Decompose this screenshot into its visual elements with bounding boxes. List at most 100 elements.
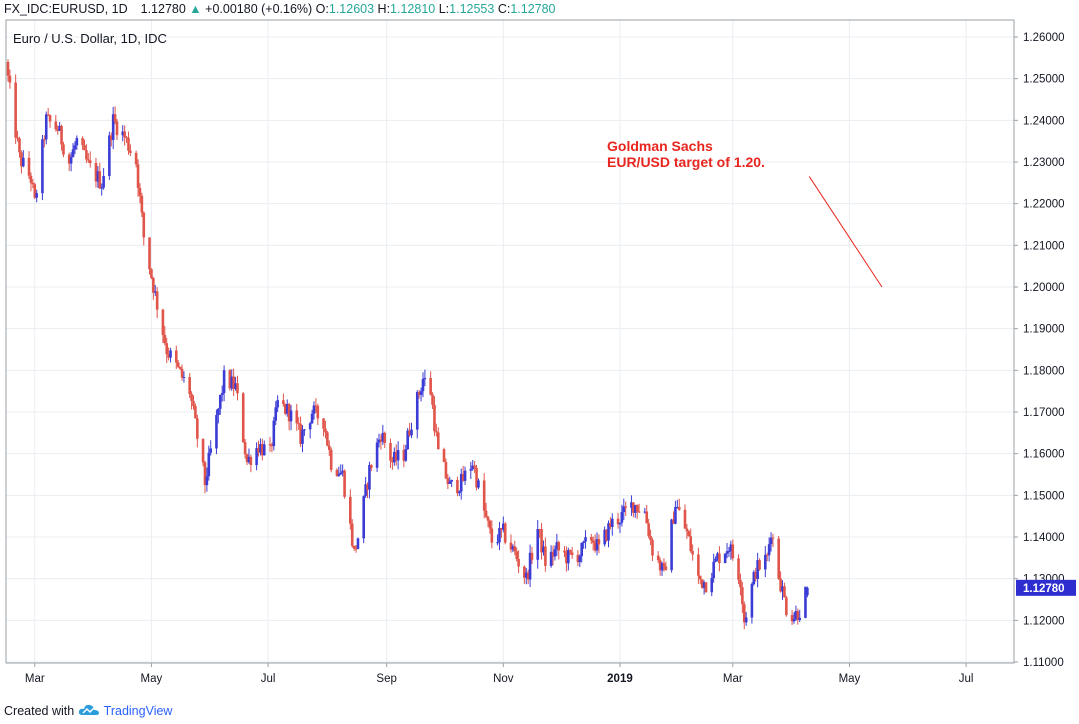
candle-body [282,400,285,405]
candle-body [71,149,75,158]
candle-body [329,449,333,470]
candle-body [448,481,452,484]
candle-body [18,138,21,153]
footer-credit[interactable]: Created with TradingView [4,703,172,720]
candle-body [217,408,220,416]
candle-body [503,523,507,543]
candle-body [152,277,155,293]
y-tick-label: 1.20000 [1023,282,1065,294]
last-price: 1.12780 [140,2,186,16]
candle-body [167,354,170,358]
x-tick-label: 2019 [607,673,633,685]
candle-body [744,617,748,623]
candle-body [111,114,115,140]
candle-body [404,449,408,461]
candle-body [502,523,505,530]
candle-body [526,572,530,580]
candle-body [624,506,627,508]
candle-body [136,164,140,188]
candle-body [528,552,532,580]
candle-body [419,391,423,395]
candle-body [327,445,331,450]
candle-body [180,368,184,378]
candle-body [777,538,780,579]
y-tick-label: 1.11000 [1023,657,1064,669]
candle-body [169,350,172,358]
candle-body [700,579,704,588]
candle-body [341,470,344,473]
candle-body [81,138,84,146]
candle-body [257,448,260,453]
candle-body [756,560,759,579]
candle-body [249,456,253,466]
candle-body [232,376,235,389]
candle-body [196,418,199,439]
candle-body [375,442,379,468]
candle-body [584,537,587,542]
candle-body [274,407,278,421]
time-axis[interactable]: Mar May Jul Sep Nov 2019 Mar May Jul [25,663,974,685]
candle-body [314,405,318,407]
candle-body [54,121,58,130]
candle-body [174,350,178,363]
candle-body [83,145,86,151]
candle-body [436,432,440,450]
candle-body [354,548,358,550]
candle-body [14,82,17,138]
target-trend-line [808,176,883,288]
candle-body [234,383,237,389]
candle-body [435,431,438,433]
candle-body [67,154,71,164]
candle-body [356,538,360,549]
candle-body [220,393,224,395]
candle-body [241,393,245,443]
candle-body [98,171,102,189]
y-tick-label: 1.18000 [1023,365,1065,377]
candle-body [731,544,735,559]
candle-body [446,478,450,484]
candle-body [691,551,694,555]
candle-body [662,563,666,567]
open-label: O: [315,2,329,16]
candle-body [718,553,721,564]
candle-body [228,370,232,389]
candle-body [222,370,226,394]
price-axis[interactable]: 1.26000 1.25000 1.24000 1.23000 1.22000 1.210… [1014,32,1065,669]
candle-body [563,550,566,553]
candle-body [58,125,61,131]
candle-body [442,449,446,463]
high-value: 1.12810 [390,2,436,16]
candle-body [549,551,553,566]
candle-body [35,193,38,198]
x-tick-label: Sep [376,673,396,685]
candle-body [739,579,742,588]
close-label: C: [497,2,511,16]
candle-body [48,115,52,122]
candle-body [683,509,687,529]
candle-body [201,438,205,463]
candle-body [303,429,306,431]
candle-body [764,554,767,570]
candle-body [500,528,503,530]
candle-body [620,512,624,523]
candle-body [182,377,186,379]
candle-body [188,377,191,395]
candle-body [125,137,128,139]
tradingview-brand-link[interactable]: TradingView [103,703,173,718]
candle-body [752,571,756,585]
candle-body [20,152,23,167]
candle-body [393,451,396,463]
candle-body [308,423,312,430]
candle-body [31,182,35,185]
tradingview-cloud-icon [78,703,100,720]
candle-body [794,611,798,620]
candle-body [461,473,465,481]
candle-body [771,537,775,539]
candle-body [723,553,727,564]
y-tick-label: 1.24000 [1023,115,1065,127]
candle-body [408,430,411,436]
candle-body [337,474,341,476]
candle-body [44,114,48,140]
candle-body [737,558,740,580]
